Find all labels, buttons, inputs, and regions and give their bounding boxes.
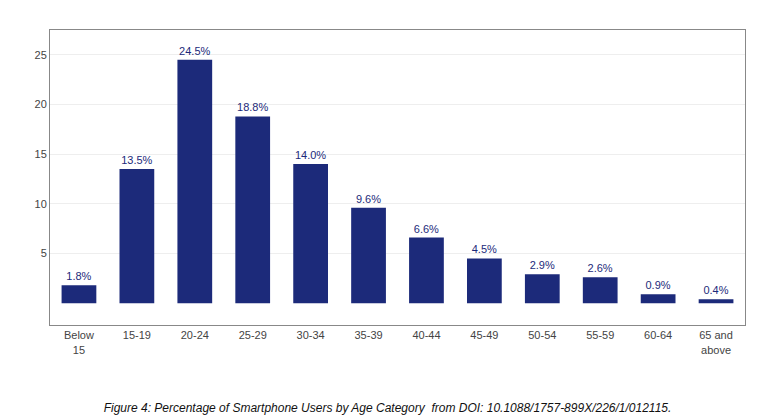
svg-text:45-49: 45-49 (470, 329, 498, 341)
svg-text:5: 5 (41, 247, 47, 259)
svg-text:18.8%: 18.8% (237, 101, 268, 113)
svg-text:2.9%: 2.9% (530, 259, 555, 271)
svg-text:60-64: 60-64 (644, 329, 672, 341)
svg-text:65 andabove: 65 andabove (699, 329, 733, 355)
svg-text:10: 10 (35, 198, 47, 210)
svg-text:14.0%: 14.0% (295, 149, 326, 161)
svg-text:35-39: 35-39 (354, 329, 382, 341)
svg-text:30-34: 30-34 (297, 329, 325, 341)
svg-text:24.5%: 24.5% (179, 45, 210, 57)
svg-text:4.5%: 4.5% (472, 243, 497, 255)
svg-text:50-54: 50-54 (528, 329, 556, 341)
svg-text:15-19: 15-19 (123, 329, 151, 341)
svg-text:40-44: 40-44 (412, 329, 440, 341)
svg-text:1.8%: 1.8% (66, 270, 91, 282)
svg-text:25-29: 25-29 (239, 329, 267, 341)
svg-text:55-59: 55-59 (586, 329, 614, 341)
svg-text:Below15: Below15 (64, 329, 94, 355)
svg-text:20: 20 (35, 98, 47, 110)
svg-text:Figure 4: Percentage of Smartp: Figure 4: Percentage of Smartphone Users… (104, 401, 672, 415)
svg-text:0.4%: 0.4% (703, 284, 728, 296)
svg-text:6.6%: 6.6% (414, 223, 439, 235)
svg-text:15: 15 (35, 148, 47, 160)
svg-text:0.9%: 0.9% (645, 279, 670, 291)
svg-text:25: 25 (35, 49, 47, 61)
svg-text:9.6%: 9.6% (356, 193, 381, 205)
svg-text:2.6%: 2.6% (588, 262, 613, 274)
svg-text:20-24: 20-24 (181, 329, 209, 341)
svg-text:13.5%: 13.5% (121, 154, 152, 166)
